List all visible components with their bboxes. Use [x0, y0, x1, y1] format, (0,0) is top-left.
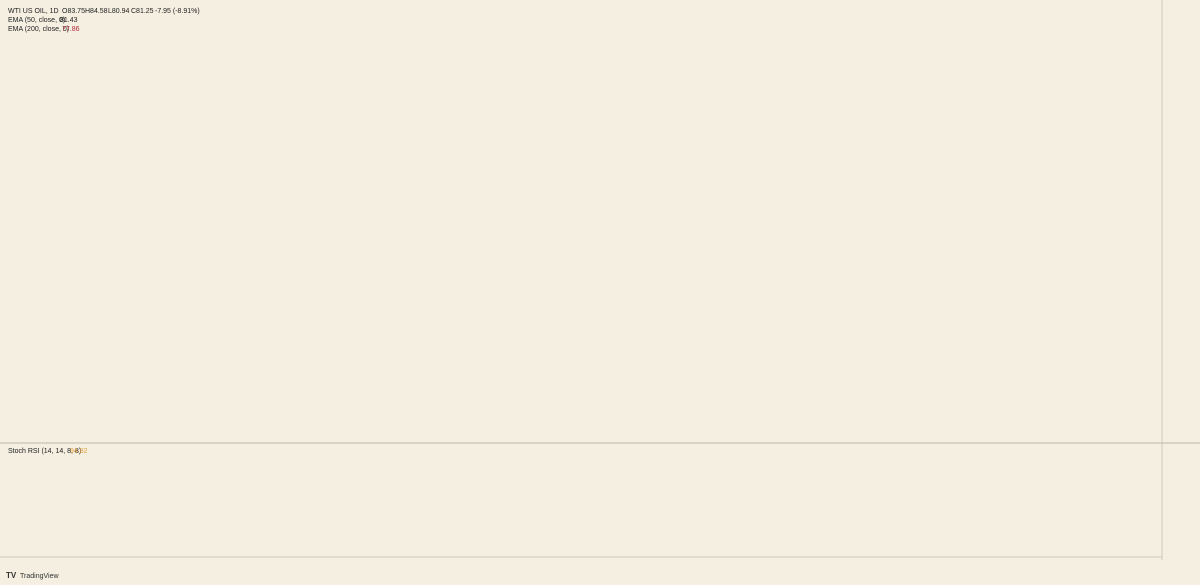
text-layer: WTI US OIL, 1D O83.75 H84.58 L80.94 C81.… — [6, 8, 200, 580]
ohlc-close: C81.25 — [131, 8, 154, 15]
stoch-value: 94.82 — [70, 448, 88, 455]
logo-mark: TV — [6, 571, 17, 580]
ohlc-low: L80.94 — [108, 8, 130, 15]
ohlc-open: O83.75 — [62, 8, 85, 15]
stoch-legend: Stoch RSI (14, 14, 8, 8) — [8, 448, 81, 455]
ema50-legend: EMA (50, close, 0) — [8, 17, 65, 24]
ema200-legend: EMA (200, close, 0) — [8, 26, 69, 33]
ohlc-high: H84.58 — [85, 8, 108, 15]
ema50-value: 81.43 — [60, 17, 78, 24]
ema200-value: 77.86 — [62, 26, 80, 33]
ohlc-change: -7.95 (-8.91%) — [155, 8, 200, 15]
symbol: WTI US OIL, 1D — [8, 8, 59, 15]
branding: TradingView — [20, 573, 59, 580]
